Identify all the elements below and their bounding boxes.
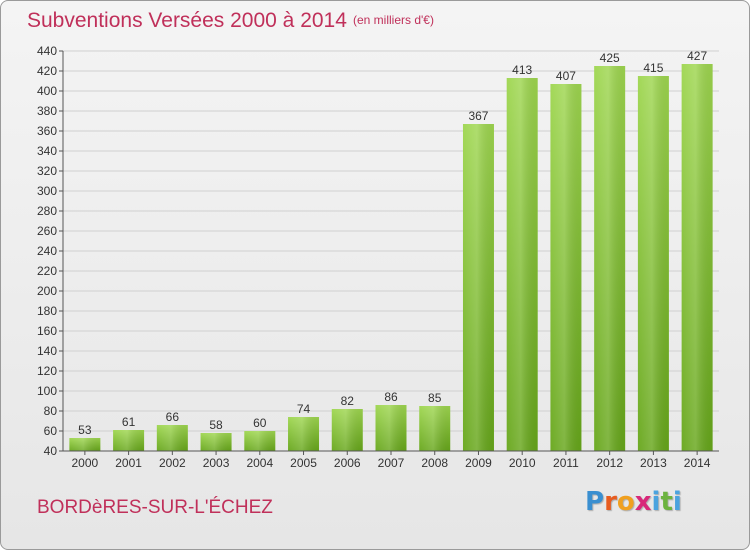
x-tick-label: 2009 <box>465 456 492 470</box>
commune-name: BORDèRES-SUR-L'ÉCHEZ <box>37 497 273 518</box>
y-tick-label: 260 <box>37 224 57 238</box>
logo-letter: o <box>616 487 635 517</box>
y-tick-label: 220 <box>37 264 57 278</box>
axes: 40 60 80 100 120 140 160 180 200 220 240 260 280 300 3… <box>37 44 719 470</box>
data-label: 415 <box>643 61 663 75</box>
bar-highlight <box>244 431 276 451</box>
x-tick-label: 2006 <box>334 456 361 470</box>
bars <box>69 64 713 451</box>
bar-highlight <box>550 84 582 451</box>
bar-highlight <box>113 430 145 451</box>
unit-note: (en milliers d'€) <box>353 13 434 27</box>
x-tick-label: 2007 <box>378 456 405 470</box>
bar-highlight <box>462 124 494 451</box>
bar-highlight <box>288 417 320 451</box>
logo-letter: i <box>651 487 661 517</box>
data-label: 425 <box>600 51 620 65</box>
y-tick-label: 320 <box>37 164 57 178</box>
data-label: 413 <box>512 63 532 77</box>
logo-letter: t <box>660 487 673 517</box>
data-label: 427 <box>687 49 707 63</box>
bar-highlight <box>200 433 232 451</box>
x-tick-label: 2013 <box>640 456 667 470</box>
y-tick-label: 380 <box>37 104 57 118</box>
y-tick-label: 300 <box>37 184 57 198</box>
x-tick-label: 2005 <box>290 456 317 470</box>
bar-highlight <box>331 409 363 451</box>
x-tick-label: 2012 <box>596 456 623 470</box>
y-tick-label: 280 <box>37 204 57 218</box>
x-tick-label: 2001 <box>115 456 142 470</box>
data-label: 53 <box>78 423 92 437</box>
y-tick-label: 60 <box>44 424 58 438</box>
data-label: 61 <box>122 415 136 429</box>
data-label: 407 <box>556 69 576 83</box>
x-tick-label: 2010 <box>509 456 536 470</box>
logo-letter: P <box>585 487 605 517</box>
x-tick-label: 2000 <box>72 456 99 470</box>
data-label: 85 <box>428 391 442 405</box>
y-tick-label: 40 <box>44 444 58 458</box>
logo-letter: i <box>672 487 682 517</box>
bar-highlight <box>375 405 407 451</box>
data-label: 58 <box>209 418 223 432</box>
y-tick-label: 400 <box>37 84 57 98</box>
chart-title: Subventions Versées 2000 à 2014 <box>27 9 347 32</box>
bar-highlight <box>419 406 451 451</box>
logo-letter: r <box>604 487 617 517</box>
y-tick-label: 440 <box>37 44 57 58</box>
y-tick-label: 120 <box>37 364 57 378</box>
data-label: 367 <box>468 109 488 123</box>
proxiti-logo[interactable]: Proxiti <box>585 487 682 517</box>
data-label: 86 <box>384 390 398 404</box>
logo-letter: x <box>634 487 652 517</box>
y-tick-label: 360 <box>37 124 57 138</box>
y-tick-label: 420 <box>37 64 57 78</box>
y-tick-label: 140 <box>37 344 57 358</box>
data-label: 82 <box>341 394 355 408</box>
y-tick-label: 180 <box>37 304 57 318</box>
data-labels: 53 61 66 58 60 74 82 86 85 367 413 407 425 415 427 <box>78 49 707 437</box>
y-tick-label: 100 <box>37 384 57 398</box>
data-label: 60 <box>253 416 267 430</box>
x-tick-label: 2011 <box>553 456 579 470</box>
bar-highlight <box>69 438 101 451</box>
data-label: 66 <box>166 410 180 424</box>
y-tick-label: 80 <box>44 404 58 418</box>
x-tick-label: 2008 <box>421 456 448 470</box>
x-tick-label: 2002 <box>159 456 186 470</box>
x-tick-label: 2003 <box>203 456 230 470</box>
bar-highlight <box>156 425 188 451</box>
x-tick-label: 2004 <box>246 456 273 470</box>
y-tick-label: 200 <box>37 284 57 298</box>
bar-highlight <box>594 66 626 451</box>
bar-highlight <box>681 64 713 451</box>
bar-highlight <box>637 76 669 451</box>
data-label: 74 <box>297 402 311 416</box>
bar-highlight <box>506 78 538 451</box>
y-tick-label: 240 <box>37 244 57 258</box>
x-tick-label: 2014 <box>684 456 711 470</box>
y-tick-label: 340 <box>37 144 57 158</box>
y-tick-label: 160 <box>37 324 57 338</box>
